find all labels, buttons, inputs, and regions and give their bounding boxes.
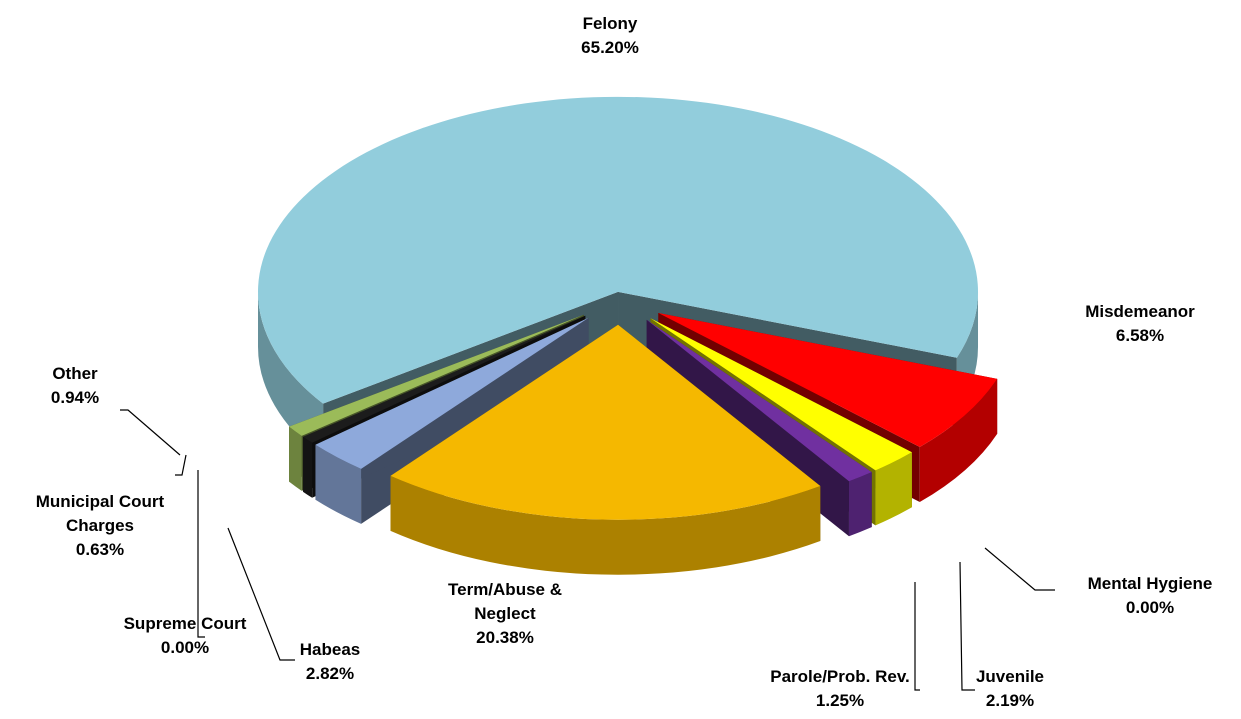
slice-name: Felony [582,14,638,33]
slice-label: Juvenile 2.19% [950,665,1070,713]
slice-wall [258,291,324,459]
slice-name: Juvenile [975,667,1045,686]
slice-wall [303,436,313,498]
leader-line [914,582,920,691]
slice-label: Habeas 2.82% [270,638,390,686]
slice-value: 1.25% [815,691,865,710]
slice-wall [848,472,872,537]
slice-name: Parole/Prob. Rev. [770,667,910,686]
slice-top [315,317,589,469]
slice-top [650,318,912,471]
slice-value: 20.38% [476,628,534,647]
slice-label: Parole/Prob. Rev. 1.25% [740,665,940,713]
slice-top [390,324,821,520]
slice-value: 0.00% [160,638,210,657]
slice-value: 65.20% [581,38,639,57]
slice-name: Misdemeanor [1085,302,1195,321]
slice-name: Supreme Court [123,614,247,633]
leader-line [984,547,1055,591]
slice-top [303,315,586,443]
slice-name: Other [52,364,98,383]
slice-value: 0.63% [75,540,125,559]
slice-value: 0.94% [50,388,100,407]
slice-value: 0.00% [1125,598,1175,617]
slice-wall [315,444,362,524]
slice-side [315,317,589,500]
slice-name: Term/Abuse & Neglect [448,580,562,623]
slice-top [658,312,998,448]
slice-wall [289,426,302,491]
leader-line [959,561,975,691]
slice-top [258,96,979,404]
slice-label: Term/Abuse & Neglect 20.38% [420,578,590,650]
leader-line [120,409,181,456]
slice-name: Habeas [299,640,361,659]
slice [390,324,821,575]
slice-label: Misdemeanor 6.58% [1065,300,1215,348]
slice-label: Mental Hygiene 0.00% [1050,572,1241,620]
slice-wall [919,378,998,503]
slice-label: Other 0.94% [15,362,135,410]
slice-value: 2.19% [985,691,1035,710]
slice-label: Municipal Court Charges 0.63% [5,490,195,562]
slice-wall [390,475,821,575]
leader-line [175,454,187,476]
slice-label: Felony 65.20% [510,12,710,60]
leader-line [227,527,295,661]
slice-wall [875,452,912,526]
slice-top [289,314,584,436]
slice-value: 6.58% [1115,326,1165,345]
slice-top [646,319,872,482]
slice-name: Mental Hygiene [1087,574,1213,593]
leader-line [197,470,205,638]
slice-value: 2.82% [305,664,355,683]
slice-label: Supreme Court 0.00% [85,612,285,660]
slice-name: Municipal Court Charges [35,492,165,535]
